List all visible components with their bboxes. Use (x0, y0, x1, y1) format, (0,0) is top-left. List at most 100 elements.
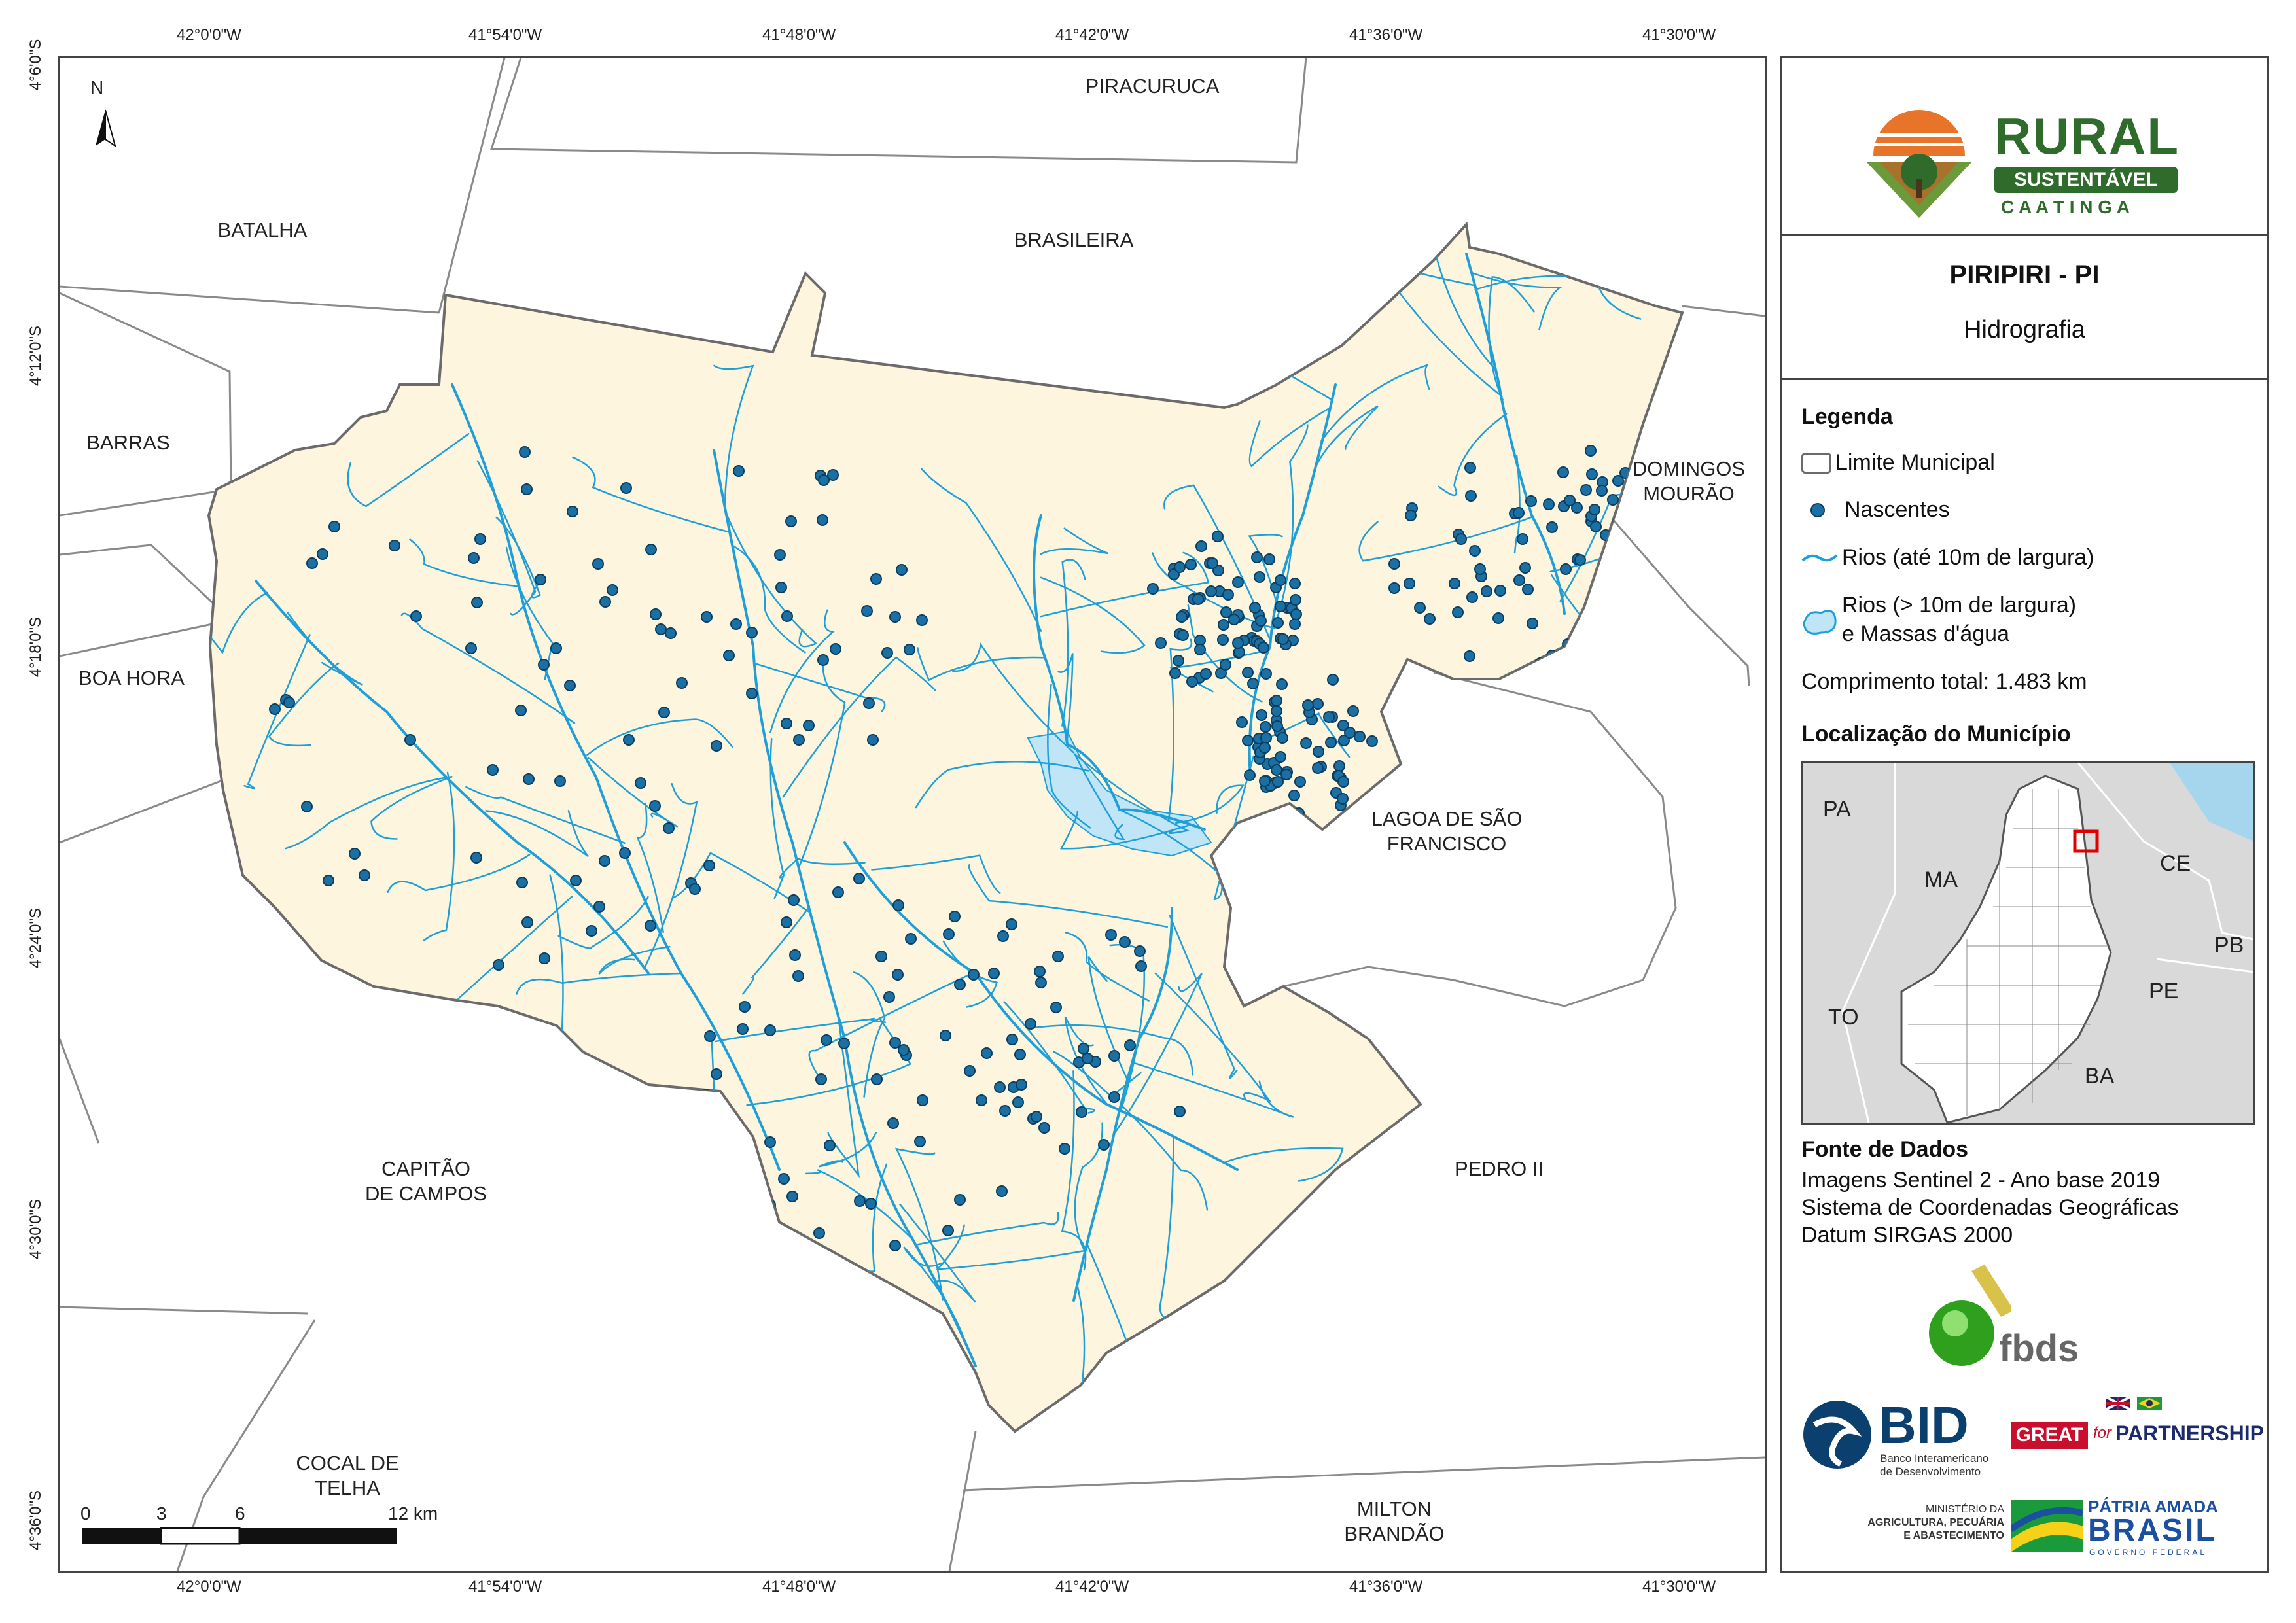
spring-point (875, 951, 887, 962)
river-segment (871, 854, 1001, 894)
river-segment (899, 1203, 976, 1303)
spring-point (968, 969, 980, 981)
river-segment (485, 809, 590, 858)
spring-point (538, 659, 550, 671)
lon-top-5: 41°36'0"W (1349, 26, 1423, 44)
spring-point (1366, 735, 1378, 747)
legend-rios-largos-label-2: e Massas d'água (1842, 621, 2009, 646)
spring-point (1312, 762, 1324, 774)
ministerio-line-2: AGRICULTURA, PECUÁRIA (1867, 1517, 2004, 1528)
river-segment (1040, 551, 1210, 618)
river-segment (779, 857, 866, 879)
inset-label-ba: BA (2085, 1064, 2115, 1089)
lon-top-2: 41°54'0"W (468, 26, 542, 44)
river-segment (516, 972, 682, 995)
spring-point (863, 697, 875, 709)
river-segment (1087, 956, 1129, 1083)
river-segment (1121, 1105, 1209, 1211)
spring-point (892, 969, 904, 981)
label-pedro-ii: PEDRO II (1454, 1157, 1544, 1180)
spring-point (1465, 490, 1477, 502)
spring-point (914, 1136, 926, 1147)
spring-point (521, 483, 533, 495)
spring-point (861, 605, 873, 617)
spring-point (1012, 1096, 1024, 1108)
spring-point (1344, 727, 1356, 739)
spring-point (1222, 589, 1234, 601)
river-segment (1488, 276, 1535, 401)
spring-point (889, 611, 901, 623)
patria-amada-brasil-logo: PÁTRIA AMADA BRASIL GOVERNO FEDERAL (2011, 1497, 2246, 1557)
spring-point (996, 1185, 1008, 1197)
spring-point (349, 848, 361, 860)
spring-point (487, 764, 499, 776)
spring-point (1255, 615, 1267, 627)
spring-point (328, 521, 340, 532)
spring-point (1294, 776, 1306, 788)
spring-point (1098, 1139, 1110, 1151)
spring-point (493, 959, 504, 971)
spring-point (832, 886, 844, 898)
spring-point (471, 597, 483, 608)
river-segment (903, 1246, 970, 1354)
spring-point (1038, 1122, 1050, 1134)
spring-point (1628, 511, 1640, 523)
spring-point (1404, 578, 1415, 589)
spring-point (940, 1030, 951, 1041)
legend-rios-largos: Rios (> 10m de largura) e Massas d'água (1801, 591, 2076, 648)
ministerio-line-1: MINISTÉRIO DA (1925, 1504, 2004, 1515)
location-title: Localização do Município (1801, 722, 2071, 746)
spring-point (1006, 1034, 1018, 1045)
spring-point (465, 642, 477, 654)
spring-point (827, 469, 839, 481)
spring-point (1108, 1091, 1120, 1103)
spring-point (1108, 1050, 1120, 1062)
spring-point (1271, 720, 1283, 732)
river-segment (409, 538, 521, 587)
spring-point (1232, 576, 1244, 588)
river-segment (951, 642, 1075, 754)
spring-point (1244, 769, 1256, 781)
spring-point (1325, 737, 1337, 748)
lat-6: 4°36'0"S (27, 1490, 44, 1551)
spring-point (269, 703, 281, 715)
spring-point (1612, 475, 1624, 487)
river-segment (370, 776, 453, 840)
spring-point (988, 968, 1000, 979)
river-segment (1074, 754, 1190, 834)
river-segment (808, 971, 976, 1084)
spring-point (1589, 504, 1600, 515)
label-boa-hora: BOA HORA (79, 667, 185, 689)
spring-point (838, 1038, 850, 1049)
spring-point (317, 548, 328, 560)
spring-point (781, 718, 792, 729)
spring-point (1592, 593, 1604, 605)
spring-point (516, 877, 528, 888)
spring-point (1573, 655, 1585, 667)
lon-top-6: 41°30'0"W (1642, 26, 1716, 44)
river-segment (1061, 1070, 1087, 1271)
spring-point (1571, 502, 1583, 514)
spring-point (1474, 563, 1486, 575)
bid-logo: BID Banco Interamericano de Desenvolvime… (1801, 1392, 1998, 1484)
lon-bottom-2: 41°54'0"W (468, 1578, 542, 1596)
spring-point (1236, 716, 1248, 728)
spring-point (746, 627, 758, 638)
north-arrow-icon (96, 109, 116, 148)
spring-point (1016, 1079, 1027, 1091)
map-canvas (60, 58, 1765, 1571)
spring-point (649, 800, 661, 812)
spring-point (535, 574, 546, 585)
river-segment (587, 756, 679, 828)
spring-point (1249, 602, 1261, 614)
spring-point (1186, 676, 1198, 688)
river-segment (1213, 755, 1255, 901)
spring-dot-icon (1810, 502, 1825, 517)
spring-point (283, 697, 295, 708)
spring-point (788, 894, 800, 906)
spring-point (1217, 634, 1229, 646)
ministerio-line-3: E ABASTECIMENTO (1903, 1530, 2004, 1541)
spring-point (775, 582, 787, 593)
spring-point (905, 933, 917, 945)
spring-point (1275, 601, 1286, 612)
